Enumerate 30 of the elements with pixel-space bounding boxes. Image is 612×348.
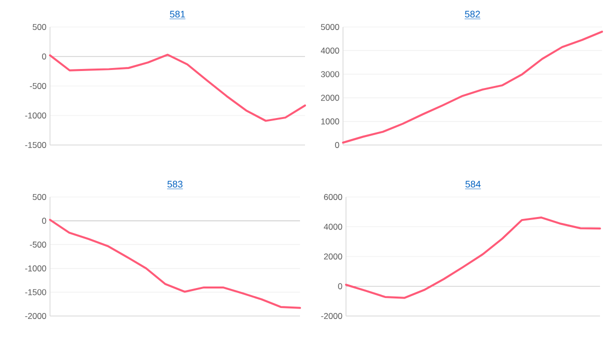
chart-title: 583	[167, 180, 182, 188]
y-tick-label: -1500	[25, 142, 46, 148]
y-tick-label: 2000	[321, 94, 340, 101]
y-tick-label: 4000	[320, 48, 340, 54]
line-series	[345, 216, 602, 299]
y-tick-label: 0	[338, 283, 342, 290]
line-series	[49, 218, 302, 309]
chart-title: 582	[464, 10, 480, 18]
y-tick-label: 2000	[324, 254, 342, 260]
y-tick-label: -500	[30, 83, 46, 89]
line-series	[342, 30, 604, 144]
y-tick-label: -2000	[25, 313, 46, 319]
y-tick-label: -2000	[321, 313, 342, 319]
y-tick-label: -1000	[25, 265, 46, 272]
y-tick-label: 0	[42, 218, 46, 224]
y-tick-label: 0	[335, 142, 340, 148]
chart-title: 584	[465, 180, 481, 188]
y-tick-label: 5000	[320, 24, 340, 30]
chart-title: 581	[170, 10, 185, 18]
y-tick-label: 0	[42, 54, 46, 60]
y-tick-label: 1000	[321, 118, 340, 124]
y-tick-label: 4000	[324, 224, 342, 230]
y-tick-label: -1000	[25, 112, 46, 118]
line-series	[49, 54, 306, 122]
y-tick-label: 6000	[324, 194, 342, 200]
y-tick-label: -1500	[25, 289, 46, 296]
y-tick-label: 3000	[320, 71, 340, 78]
y-tick-label: 500	[32, 194, 46, 200]
y-tick-label: -500	[30, 242, 46, 248]
y-tick-label: 500	[32, 24, 46, 30]
